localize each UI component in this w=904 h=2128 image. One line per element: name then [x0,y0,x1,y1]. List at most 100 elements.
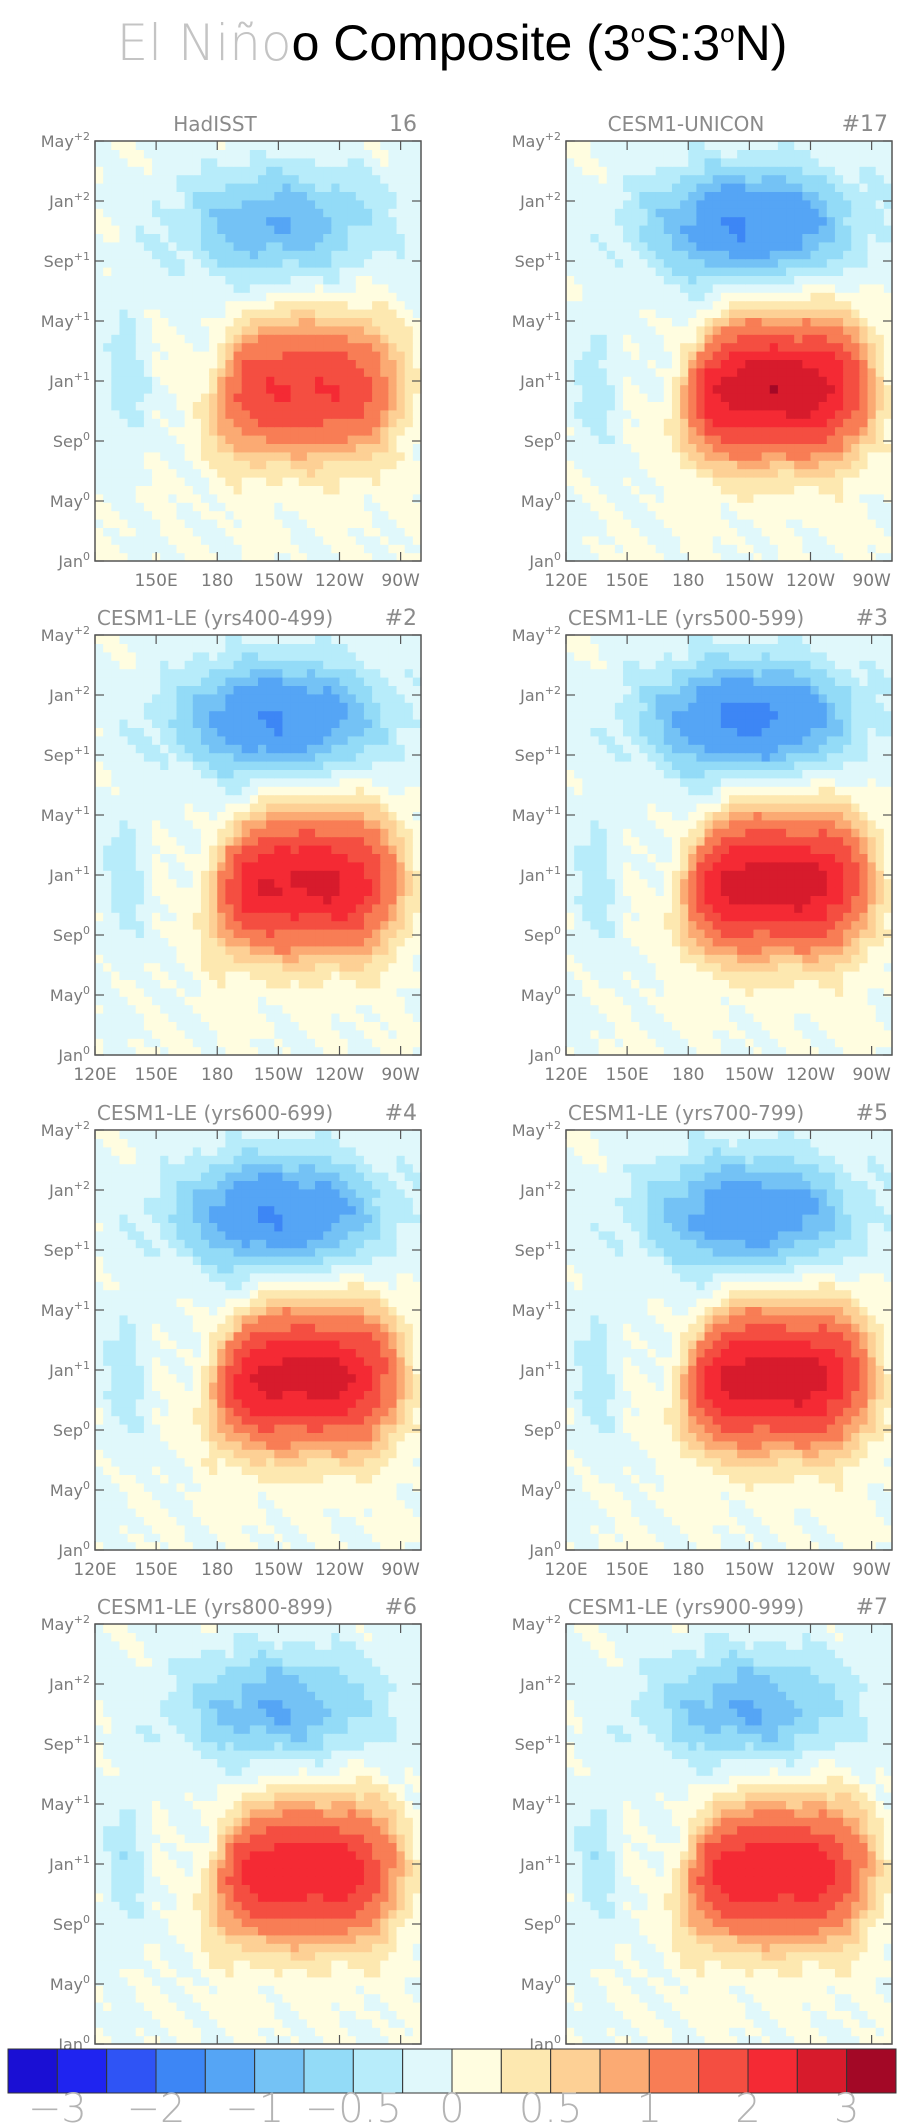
field-cell [875,367,885,377]
field-cell [712,317,722,327]
field-cell [396,920,406,930]
field-cell [802,233,812,243]
field-cell [598,527,608,537]
field-cell [298,191,308,201]
field-cell [843,166,852,176]
field-cell [209,527,218,537]
field-cell [152,418,161,428]
field-cell [323,878,332,888]
field-cell [404,183,414,192]
field-cell [745,376,755,386]
field-cell [160,384,169,394]
field-cell [704,275,714,285]
field-cell [103,544,112,554]
field-cell [794,191,803,201]
field-cell [160,1013,169,1022]
field-cell [655,292,665,302]
field-cell [103,233,112,243]
field-cell [777,225,787,234]
field-cell [339,384,349,394]
field-cell [388,527,398,537]
field-cell [217,510,226,520]
field-cell [323,895,332,905]
field-cell [363,443,373,453]
field-cell [380,283,389,293]
field-cell [753,468,763,478]
field-cell [688,409,697,419]
field-cell [363,149,373,159]
field-cell [372,996,381,1006]
field-cell [95,962,104,972]
field-cell [135,971,145,980]
field-cell [590,342,600,352]
field-cell [647,250,657,260]
field-cell [168,426,178,436]
field-cell [704,493,714,503]
field-cell [802,267,812,276]
field-cell [843,409,852,419]
field-cell [111,1029,121,1039]
field-cell [176,920,186,930]
field-cell [176,903,186,913]
field-cell [712,334,722,344]
field-cell [152,250,161,260]
field-cell [680,510,689,520]
field-cell [184,870,194,880]
field-cell [347,359,357,369]
field-cell [639,325,649,335]
field-cell [119,351,129,360]
field-cell [696,409,706,419]
field-cell [777,552,787,562]
field-cell [396,258,406,268]
field-cell [103,443,112,453]
field-cell [606,216,616,226]
field-cell [331,493,341,503]
field-cell [606,309,616,318]
field-cell [802,141,812,150]
field-cell [225,334,235,344]
field-cell [111,1013,121,1022]
field-cell [834,351,844,360]
field-cell [233,241,243,251]
field-cell [323,468,332,478]
field-cell [883,267,893,276]
field-cell [729,485,738,495]
field-cell [241,887,251,896]
field-cell [184,979,194,989]
field-cell [217,527,226,537]
field-cell [696,477,706,486]
field-cell [794,460,803,470]
field-cell [380,887,389,896]
field-cell [883,527,893,537]
field-cell [209,519,218,528]
field-cell [655,183,665,192]
field-cell [729,535,738,545]
field-cell [363,929,373,938]
field-cell [306,1013,316,1022]
field-cell [380,409,389,419]
field-cell [753,208,763,218]
field-cell [143,283,153,293]
field-cell [363,887,373,896]
field-cell [363,987,373,997]
field-cell [152,317,161,327]
field-cell [143,267,153,276]
field-cell [339,870,349,880]
field-cell [339,971,349,980]
field-cell [867,149,877,159]
field-cell [209,191,218,201]
field-cell [355,141,365,150]
field-cell [282,233,292,243]
field-cell [794,342,803,352]
field-cell [396,878,406,888]
field-cell [859,208,869,218]
field-cell [355,937,365,947]
field-cell [363,409,373,419]
field-cell [347,468,357,478]
field-cell [655,460,665,470]
field-cell [704,544,714,554]
field-cell [810,309,820,318]
field-cell [372,393,381,402]
field-cell [680,174,689,184]
